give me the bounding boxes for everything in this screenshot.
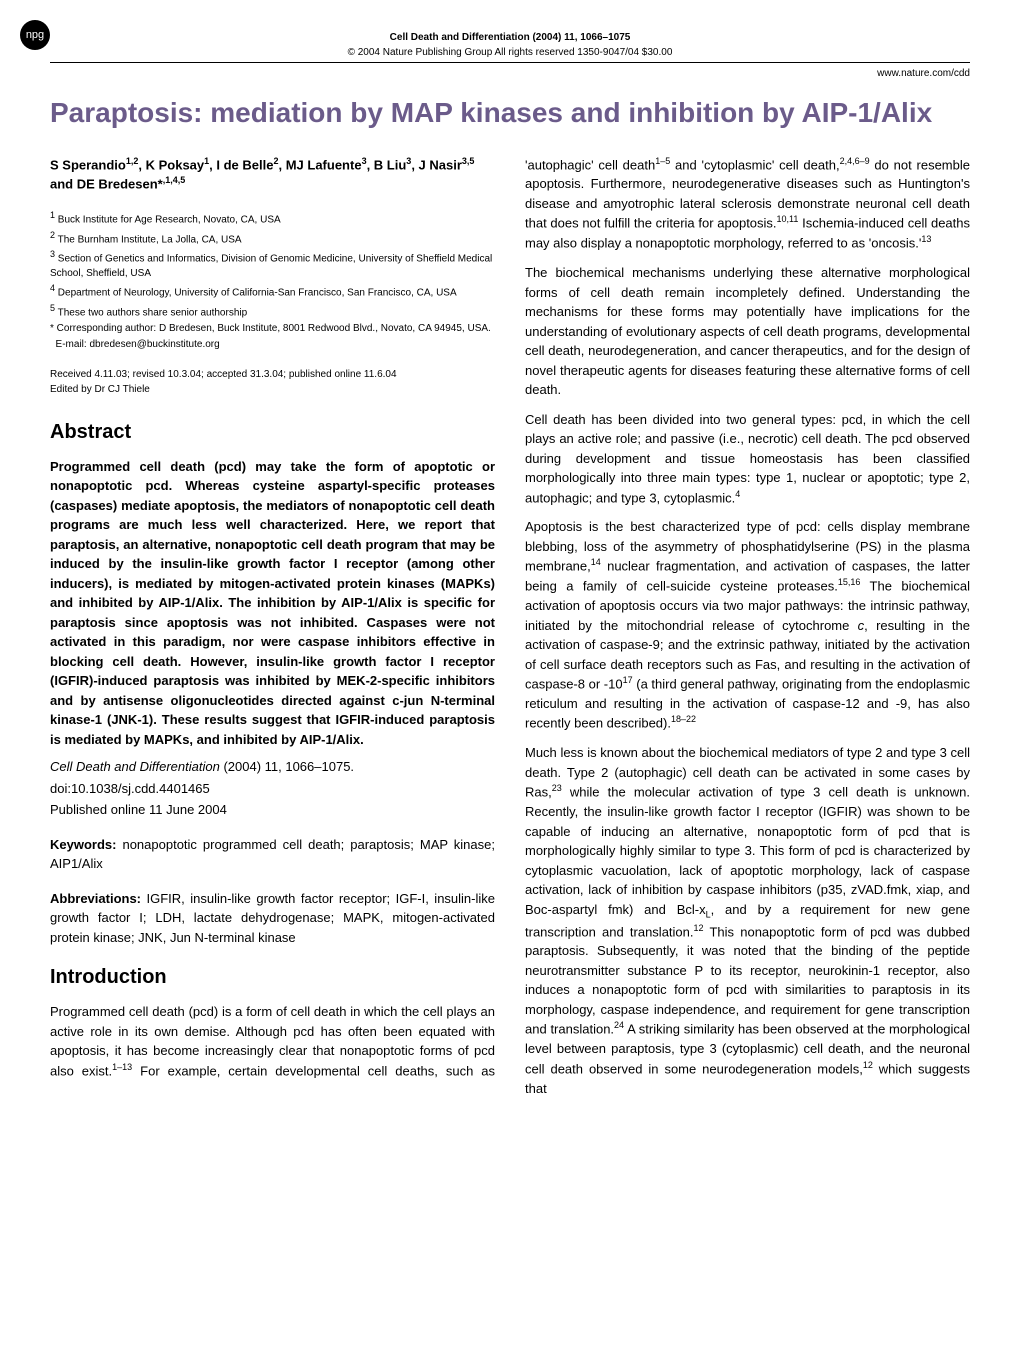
journal-url: www.nature.com/cdd: [50, 62, 970, 81]
intro-paragraph: Much less is known about the biochemical…: [525, 743, 970, 1098]
intro-paragraph: Cell death has been divided into two gen…: [525, 410, 970, 508]
citation-details: (2004) 11, 1066–1075.: [220, 759, 354, 774]
article-dates: Received 4.11.03; revised 10.3.04; accep…: [50, 367, 495, 397]
intro-paragraph: The biochemical mechanisms underlying th…: [525, 263, 970, 400]
abstract-text: Programmed cell death (pcd) may take the…: [50, 457, 495, 750]
received-revised-line: Received 4.11.03; revised 10.3.04; accep…: [50, 367, 495, 382]
citation-journal: Cell Death and Differentiation: [50, 759, 220, 774]
keywords-label: Keywords:: [50, 837, 116, 852]
affiliation-item: E-mail: dbredesen@buckinstitute.org: [50, 337, 495, 352]
affiliation-item: * Corresponding author: D Bredesen, Buck…: [50, 321, 495, 336]
author-list: S Sperandio1,2, K Poksay1, I de Belle2, …: [50, 155, 495, 195]
npg-logo: npg: [20, 20, 50, 50]
abbreviations-block: Abbreviations: IGFIR, insulin-like growt…: [50, 889, 495, 948]
affiliation-item: 1 Buck Institute for Age Research, Novat…: [50, 209, 495, 227]
affiliation-item: 5 These two authors share senior authors…: [50, 302, 495, 320]
abstract-heading: Abstract: [50, 417, 495, 447]
affiliations: 1 Buck Institute for Age Research, Novat…: [50, 209, 495, 352]
introduction-heading: Introduction: [50, 962, 495, 992]
copyright-line: © 2004 Nature Publishing Group All right…: [348, 47, 673, 58]
affiliation-item: 3 Section of Genetics and Informatics, D…: [50, 248, 495, 281]
citation-line: Cell Death and Differentiation (2004) 11…: [50, 757, 495, 777]
journal-ref: Cell Death and Differentiation (2004) 11…: [390, 32, 631, 43]
affiliation-item: 2 The Burnham Institute, La Jolla, CA, U…: [50, 229, 495, 247]
article-title: Paraptosis: mediation by MAP kinases and…: [50, 96, 970, 130]
edited-by-line: Edited by Dr CJ Thiele: [50, 382, 495, 397]
keywords-block: Keywords: nonapoptotic programmed cell d…: [50, 835, 495, 874]
two-column-body: S Sperandio1,2, K Poksay1, I de Belle2, …: [50, 155, 970, 1099]
pub-online-line: Published online 11 June 2004: [50, 800, 495, 820]
keywords-text: nonapoptotic programmed cell death; para…: [50, 837, 495, 872]
doi-line: doi:10.1038/sj.cdd.4401465: [50, 779, 495, 799]
abbreviations-label: Abbreviations:: [50, 891, 141, 906]
affiliation-item: 4 Department of Neurology, University of…: [50, 282, 495, 300]
journal-header: Cell Death and Differentiation (2004) 11…: [50, 30, 970, 60]
intro-paragraph: Apoptosis is the best characterized type…: [525, 517, 970, 733]
